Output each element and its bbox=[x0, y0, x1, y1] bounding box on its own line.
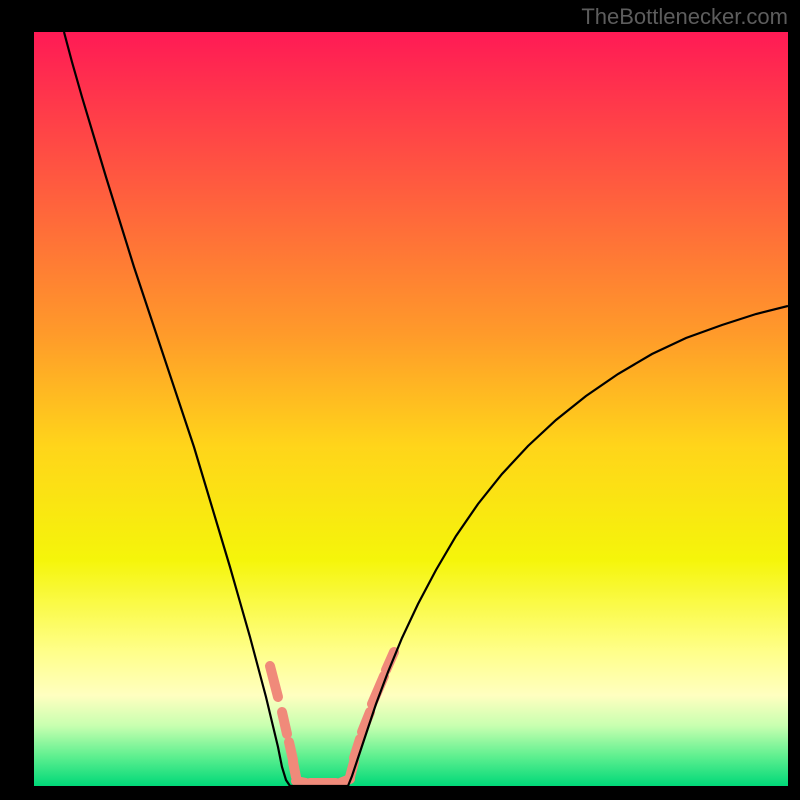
chart-svg bbox=[34, 32, 788, 786]
plot-area bbox=[34, 32, 788, 786]
left-curve bbox=[64, 32, 290, 786]
highlight-layer bbox=[270, 652, 394, 783]
highlight-segment bbox=[282, 712, 287, 734]
highlight-segment bbox=[296, 781, 306, 783]
right-curve bbox=[348, 306, 788, 786]
highlight-segment bbox=[293, 762, 296, 777]
curve-layer bbox=[64, 32, 788, 786]
watermark-text: TheBottlenecker.com bbox=[581, 4, 788, 30]
highlight-segment bbox=[270, 666, 278, 697]
